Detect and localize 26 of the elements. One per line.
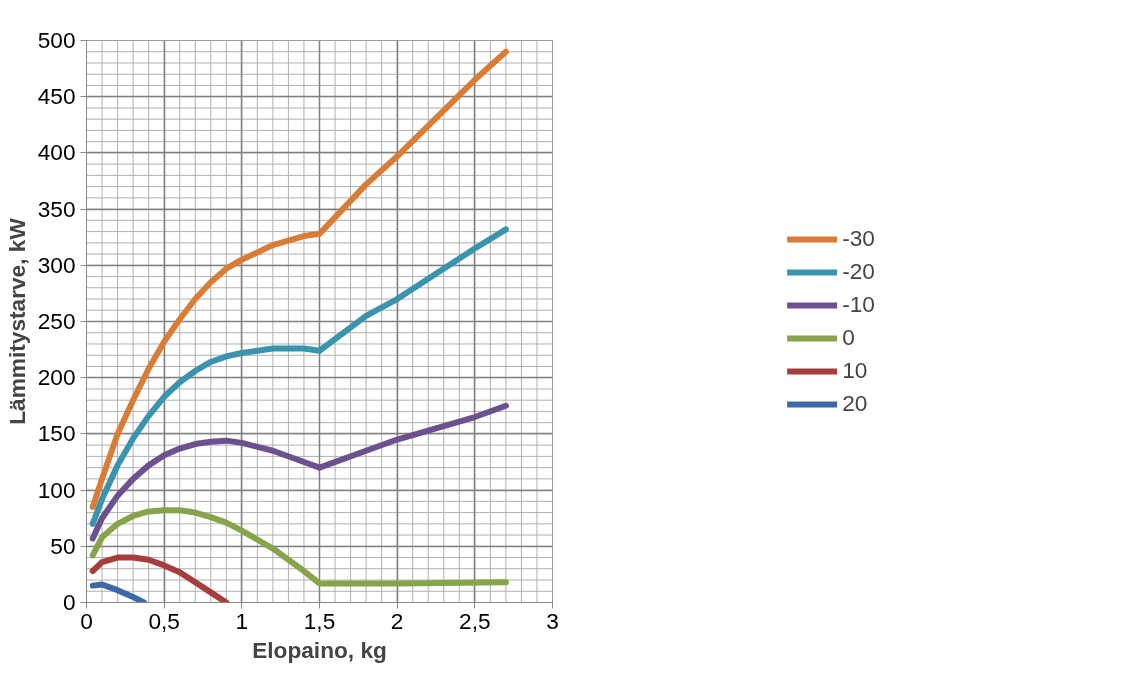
legend-label: -20 <box>842 258 875 285</box>
y-tick-label: 50 <box>50 532 76 559</box>
legend-label: 20 <box>842 390 868 417</box>
y-tick-label: 500 <box>37 27 76 53</box>
legend-label: -10 <box>842 291 875 318</box>
y-tick-label: 0 <box>62 589 76 615</box>
x-axis-title: Elopaino, kg <box>252 636 387 663</box>
x-tick-label: 2,5 <box>459 607 491 634</box>
x-tick-label: 3 <box>546 607 559 634</box>
y-tick-label: 100 <box>37 476 76 503</box>
y-tick-label: 350 <box>37 195 76 222</box>
y-tick-label: 300 <box>37 251 76 278</box>
legend-label: -30 <box>842 225 875 252</box>
y-tick-label: 150 <box>37 420 76 447</box>
y-axis-title: Lämmitystarve, kW <box>3 217 30 425</box>
x-tick-label: 0,5 <box>148 607 180 634</box>
y-tick-label: 400 <box>37 139 76 166</box>
legend-label: 0 <box>842 324 856 351</box>
x-tick-label: 0 <box>80 607 93 634</box>
y-tick-label: 250 <box>37 308 76 334</box>
x-tick-label: 1,5 <box>303 607 336 634</box>
y-tick-label: 200 <box>37 364 76 391</box>
x-tick-label: 1 <box>235 607 249 634</box>
legend-label: 10 <box>842 357 868 384</box>
y-tick-label: 450 <box>37 83 76 110</box>
x-tick-label: 2 <box>390 607 404 634</box>
